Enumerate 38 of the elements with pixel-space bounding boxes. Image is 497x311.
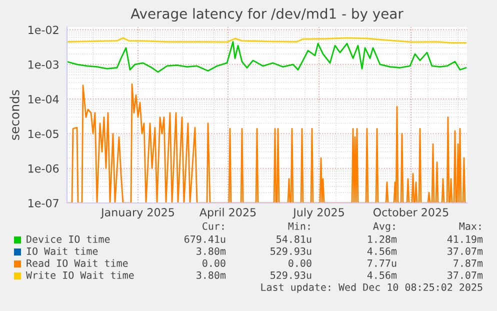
y-tick-label: 1e-06 <box>28 164 59 173</box>
text: Last update: Wed Dec 10 08:25:02 2025 <box>261 283 482 293</box>
text: 679.41u <box>184 235 226 243</box>
text: Min: <box>288 222 310 230</box>
text: 37.07m <box>448 247 483 255</box>
line-series <box>67 41 467 73</box>
legend-label: Write IO Wait time <box>26 271 134 279</box>
text: 529.93u <box>270 247 312 255</box>
x-tick-label: October 2025 <box>373 208 448 216</box>
y-tick-label: 1e-02 <box>28 26 58 34</box>
text: 54.81u <box>276 235 312 243</box>
chart-title: Average latency for /dev/md1 - by year <box>130 8 404 22</box>
legend-label: IO Wait time <box>26 247 98 255</box>
text: 3.80m <box>196 247 226 255</box>
text: 4.56m <box>367 247 397 255</box>
y-tick-label: 1e-05 <box>28 130 58 138</box>
text: 4.56m <box>367 271 397 279</box>
text: 0.00 <box>288 259 312 267</box>
x-tick-label: April 2025 <box>199 208 256 219</box>
x-tick-label: January 2025 <box>100 208 174 219</box>
y-tick-label: 1e-03 <box>28 60 58 69</box>
text: 1.28m <box>368 235 397 243</box>
text: 0.00 <box>202 259 226 267</box>
text: 7.77u <box>368 259 396 267</box>
legend-label: Device IO time <box>26 235 110 243</box>
text: Cur: <box>202 222 224 230</box>
text: 3.80m <box>196 271 226 279</box>
x-tick-label: July 2025 <box>292 208 344 219</box>
y-axis-title: seconds <box>10 90 20 140</box>
text: 37.07m <box>448 271 483 279</box>
text: Avg: <box>373 222 395 232</box>
text: 7.87m <box>454 259 483 267</box>
text: 529.93u <box>270 271 312 279</box>
legend-label: Read IO Wait time <box>26 259 128 267</box>
text: Max: <box>459 222 481 230</box>
y-tick-label: 1e-07 <box>28 198 58 208</box>
y-tick-label: 1e-04 <box>28 95 59 104</box>
text: 41.19m <box>447 235 483 243</box>
